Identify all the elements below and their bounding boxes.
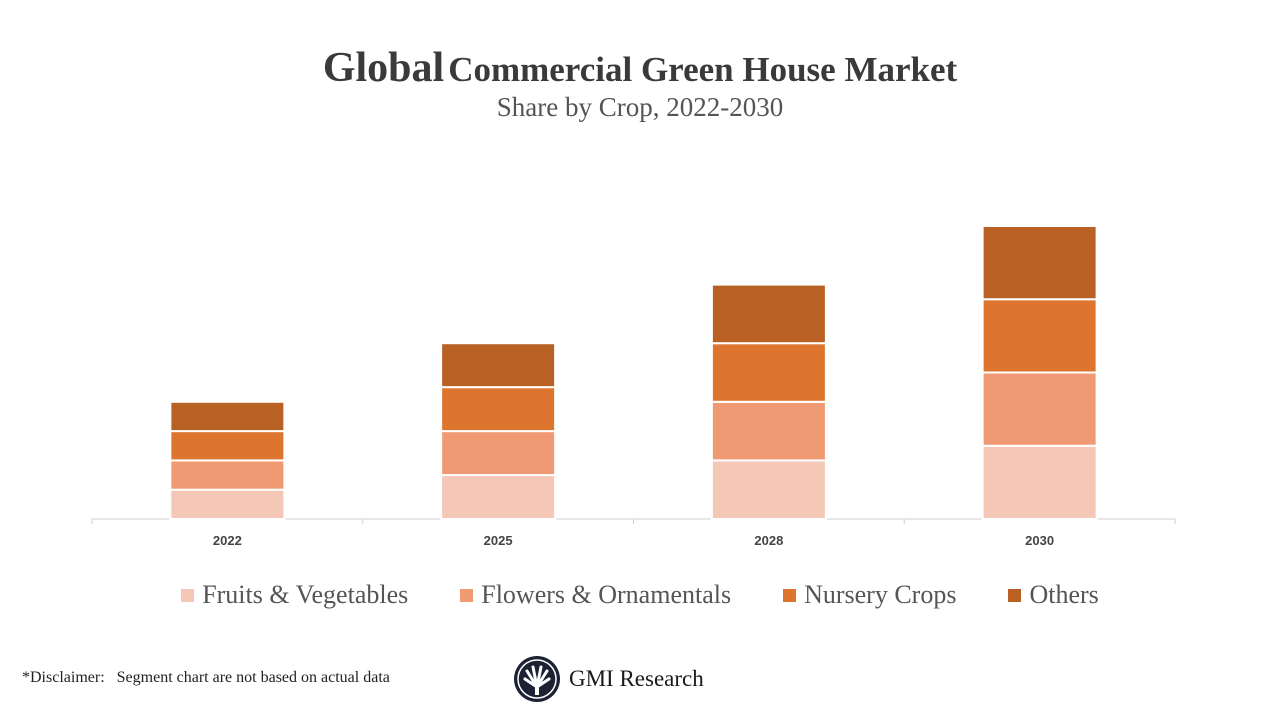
gmi-logo-icon: [514, 656, 560, 702]
x-tick-label: 2028: [754, 533, 783, 548]
legend-swatch: [1008, 588, 1022, 602]
gmi-logo: GMI Research: [513, 655, 704, 703]
chart-subtitle: Share by Crop, 2022-2030: [496, 92, 784, 122]
disclaimer: *Disclaimer: Segment chart are not based…: [22, 669, 390, 686]
legend-item: Flowers & Ornamentals: [460, 580, 731, 610]
bar-2022-fruits-vegetables: [169, 488, 286, 521]
bar-2030-nursery-crops: [981, 298, 1098, 374]
x-tick-label: 2022: [213, 533, 242, 548]
title-prefix: Global: [322, 45, 445, 91]
legend-item: Nursery Crops: [783, 580, 956, 610]
chart-title: Global Commercial Green House Market: [0, 44, 1280, 92]
bar-2030-flowers-ornamentals: [981, 371, 1098, 447]
bar-2025-flowers-ornamentals: [440, 430, 557, 477]
legend-label: Fruits & Vegetables: [202, 580, 409, 609]
logo-text: GMI Research: [569, 666, 704, 691]
bar-2028-flowers-ornamentals: [710, 400, 827, 462]
legend-label: Flowers & Ornamentals: [481, 580, 732, 609]
legend: Fruits & Vegetables Flowers & Ornamentals…: [0, 580, 1280, 610]
bar-2028-fruits-vegetables: [710, 459, 827, 520]
bar-2025-nursery-crops: [440, 386, 557, 433]
bar-2022-others: [169, 400, 286, 433]
legend-label: Others: [1029, 580, 1099, 609]
bar-2028-nursery-crops: [710, 342, 827, 403]
bar-2022-flowers-ornamentals: [169, 459, 286, 491]
bar-2028-others: [710, 283, 827, 345]
legend-item: Others: [1008, 580, 1099, 610]
bar-2022-nursery-crops: [169, 430, 286, 462]
bar-2025-fruits-vegetables: [440, 474, 557, 520]
legend-swatch: [783, 588, 797, 602]
x-tick-label: 2025: [484, 533, 513, 548]
legend-label: Nursery Crops: [804, 580, 957, 609]
title-rest: Commercial Green House Market: [448, 50, 958, 89]
legend-item: Fruits & Vegetables: [181, 580, 408, 610]
legend-swatch: [460, 588, 474, 602]
legend-swatch: [181, 588, 195, 602]
bar-2030-fruits-vegetables: [981, 444, 1098, 520]
bar-2030-others: [981, 225, 1098, 301]
x-tick-label: 2030: [1025, 533, 1054, 548]
bar-2025-others: [440, 342, 557, 389]
